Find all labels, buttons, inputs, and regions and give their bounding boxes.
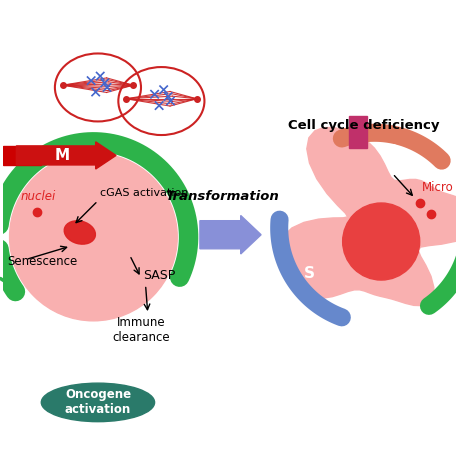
Text: Oncogene
activation: Oncogene activation <box>65 388 131 416</box>
Text: cGAS activation: cGAS activation <box>100 189 189 199</box>
Text: Transformation: Transformation <box>166 190 280 203</box>
Text: Immune
clearance: Immune clearance <box>112 316 170 344</box>
Text: Senescence: Senescence <box>7 255 78 268</box>
Text: Micro: Micro <box>422 181 454 194</box>
Text: S: S <box>304 266 315 281</box>
Text: M: M <box>54 148 69 163</box>
FancyArrow shape <box>3 146 41 165</box>
Polygon shape <box>283 128 474 306</box>
FancyArrow shape <box>17 142 116 169</box>
Ellipse shape <box>41 383 155 422</box>
FancyArrow shape <box>200 216 261 254</box>
Text: SASP: SASP <box>143 269 175 282</box>
Circle shape <box>9 153 177 321</box>
Circle shape <box>343 203 419 280</box>
Text: nuclei: nuclei <box>21 190 56 203</box>
Ellipse shape <box>64 221 95 244</box>
Text: Cell cycle deficiency: Cell cycle deficiency <box>288 119 440 132</box>
Text: G2: G2 <box>378 143 399 157</box>
Text: G1: G1 <box>32 312 57 330</box>
Bar <box>349 116 367 148</box>
